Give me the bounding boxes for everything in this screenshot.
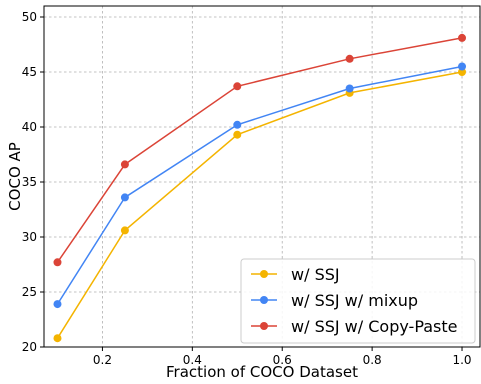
data-point	[120, 160, 129, 169]
legend-item: w/ SSJ	[251, 265, 340, 284]
legend-label: w/ SSJ w/ mixup	[291, 291, 418, 310]
plot-frame	[43, 5, 481, 348]
y-axis-label: COCO AP	[6, 142, 24, 211]
x-tick-label: 0.8	[363, 353, 382, 367]
x-tick-label: 0.2	[93, 353, 112, 367]
y-tick-label: 30	[22, 230, 37, 244]
y-tick-label: 20	[22, 340, 37, 354]
y-tick-label: 35	[22, 175, 37, 189]
x-tick-label: 0.4	[183, 353, 202, 367]
data-point	[233, 130, 242, 139]
legend-marker	[260, 296, 268, 304]
x-axis-label: Fraction of COCO Dataset	[166, 363, 358, 381]
x-tick-label: 0.6	[273, 353, 292, 367]
legend: w/ SSJ w/ SSJ w/ mixup w/ SSJ w/ Copy-Past…	[240, 258, 476, 344]
legend-item: w/ SSJ w/ mixup	[251, 291, 418, 310]
data-point	[233, 82, 242, 91]
data-point	[458, 68, 467, 76]
data-point	[458, 33, 467, 42]
data-point	[233, 120, 242, 129]
axis-ticks: 0.2 0.4 0.6 0.8 1.0 20 25 30 35 40 45 50	[22, 10, 472, 367]
data-point	[345, 84, 354, 93]
legend-box	[240, 258, 476, 344]
y-tick-label: 45	[22, 65, 37, 79]
legend-label: w/ SSJ	[291, 265, 340, 284]
y-tick-label: 25	[22, 285, 37, 299]
data-point	[53, 258, 62, 267]
series-group	[53, 33, 467, 343]
data-point	[458, 62, 467, 71]
legend-marker	[260, 322, 268, 330]
data-point	[120, 226, 129, 235]
legend-item: w/ SSJ w/ Copy-Paste	[251, 317, 458, 336]
series-2	[53, 62, 467, 309]
legend-marker	[260, 270, 268, 278]
data-point	[53, 300, 62, 309]
y-tick-label: 40	[22, 120, 37, 134]
legend-label: w/ SSJ w/ Copy-Paste	[291, 317, 458, 336]
x-tick-label: 1.0	[452, 353, 471, 367]
data-point	[345, 54, 354, 63]
y-tick-label: 50	[22, 10, 37, 24]
data-point	[53, 334, 62, 343]
series-3	[53, 33, 467, 267]
data-point	[120, 193, 129, 202]
